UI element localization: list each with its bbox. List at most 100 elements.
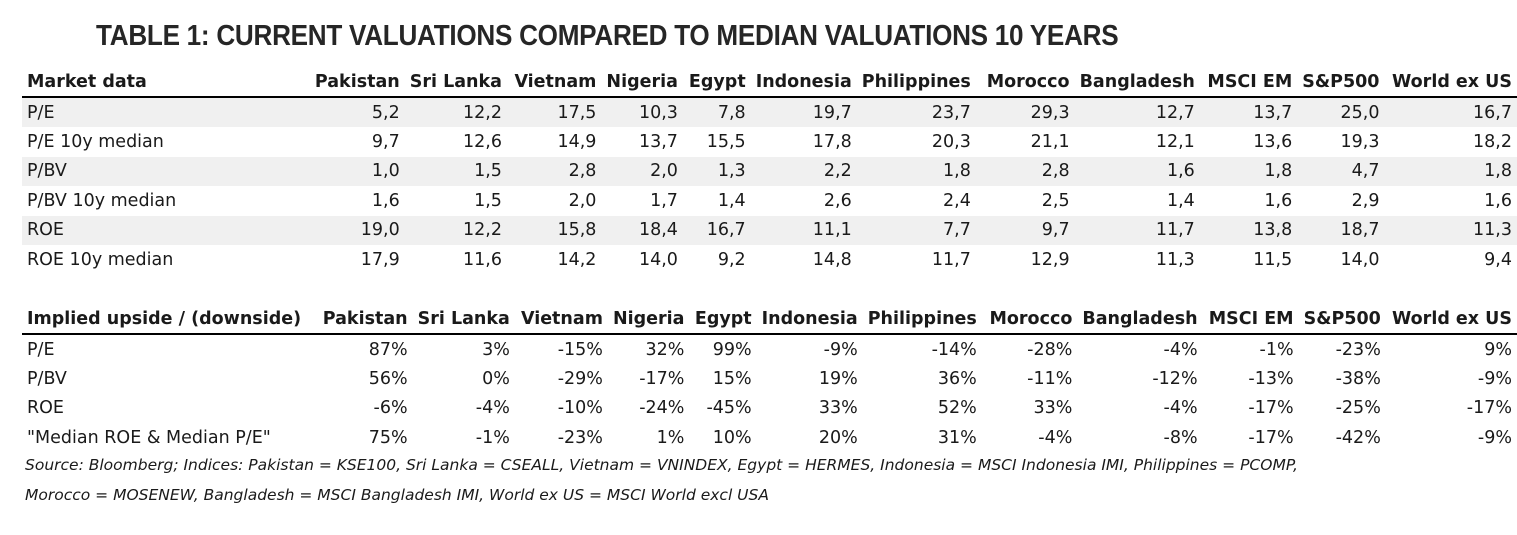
table-cell: -42% [1335,427,1381,448]
table-cell: 32% [645,339,685,360]
table-cell: 23,7 [856,97,976,128]
table-cell: 2,6 [823,190,852,211]
table-cell: 1,6 [1264,190,1293,211]
table-cell: 2,8 [506,156,602,187]
row-label: P/BV [22,156,291,187]
table-cell: 1,3 [682,156,751,187]
table-cell: 5,2 [290,97,405,128]
table-cell: -4% [1163,339,1198,360]
table-row: P/E 5,2 12,2 17,5 10,3 7,8 19,7 23,7 29,3 12,7 13,… [22,97,1517,128]
table-cell: 7,7 [856,215,976,245]
table-cell: 11,1 [750,215,857,245]
column-header: Bangladesh [1077,305,1203,335]
column-header: MSCI EM [1202,305,1299,335]
table-cell: 31% [937,427,977,448]
table-cell: 20% [818,427,858,448]
table-cell: 9,4 [1484,249,1512,270]
table-row: ROE -6% -4% -10% -24% -45% 33% 52% 33% -4% -17% -25… [22,394,1517,423]
column-header: World ex US [1385,305,1517,335]
row-label: P/E 10y median [27,132,164,153]
implied-upside-table: Implied upside / (downside) Pakistan Sri… [22,305,1517,453]
table-cell: 16,7 [682,215,751,245]
table-cell: 9,7 [975,215,1075,245]
table-row: ROE 19,0 12,2 15,8 18,4 16,7 11,1 7,7 9,7 11,7 13,… [22,215,1517,245]
table-cell: 2,2 [750,156,857,187]
table-cell: 14,2 [557,249,597,270]
table-cell: -38% [1335,369,1381,390]
column-header: Philippines [856,68,976,98]
table-cell: 17,9 [360,249,400,270]
row-label: ROE [22,215,291,245]
table-cell: 1,8 [1384,156,1517,187]
table-cell: 99% [712,339,752,360]
table-cell: -4% [1038,427,1073,448]
table-cell: 12,6 [462,132,502,153]
table-cell: 10% [712,427,752,448]
table-cell: 9,2 [717,249,746,270]
table-cell: 9% [1484,339,1512,360]
table-cell: 0% [482,369,510,390]
table-cell: 18,7 [1297,215,1385,245]
table-cell: 56% [368,369,408,390]
table-cell: 7,8 [682,97,751,128]
column-header: Egypt [689,305,757,335]
table-cell: 2,5 [1041,190,1070,211]
table-cell: 15,8 [506,215,602,245]
table-cell: 1% [656,427,685,448]
column-header: S&P500 [1297,68,1385,98]
column-header: Pakistan [290,68,405,98]
table-cell: -10% [557,398,603,419]
table-cell: -9% [1477,369,1512,390]
table-cell: 19% [818,369,858,390]
table-cell: 1,4 [717,190,746,211]
column-header: Morocco [981,305,1078,335]
table-cell: 14,9 [557,132,597,153]
table-cell: 15% [712,369,752,390]
table-cell: 13,6 [1253,132,1293,153]
table-cell: 12,1 [1155,132,1195,153]
table-cell: -11% [1027,369,1073,390]
table-cell: 2,9 [1351,190,1380,211]
table-cell: 33% [818,398,858,419]
table-cell: 9,7 [371,132,400,153]
column-header: Pakistan [309,305,413,335]
row-label: P/E [27,339,55,360]
table-cell: 11,7 [931,249,971,270]
table-cell: -13% [1248,369,1294,390]
table-cell: 1,7 [650,190,678,211]
table-cell: 1,6 [1074,156,1200,187]
table-cell: 20,3 [931,132,971,153]
table-cell: 12,2 [404,215,507,245]
table-cell: -14% [931,339,977,360]
table-cell: 1,5 [474,190,502,211]
table-cell: 1,8 [1199,156,1298,187]
table-cell: 2,8 [975,156,1075,187]
table-cell: -1% [475,427,510,448]
table-cell: -17% [1466,398,1512,419]
table-cell: 13,7 [1199,97,1298,128]
column-header: Indonesia [756,305,863,335]
table-cell: 10,3 [601,97,683,128]
market-data-header-row: Market data Pakistan Sri Lanka Vietnam N… [22,68,1517,98]
table-cell: 14,8 [812,249,852,270]
column-header: Nigeria [601,68,683,98]
table-cell: 36% [937,369,977,390]
column-header: Vietnam [506,68,602,98]
table-cell: -4% [1163,398,1198,419]
table-cell: 33% [1033,398,1073,419]
table-cell: -24% [639,398,685,419]
table-cell: 11,7 [1074,215,1200,245]
table-cell: 11,3 [1155,249,1195,270]
column-header: Egypt [682,68,751,98]
table-row: P/E 87% 3% -15% 32% 99% -9% -14% -28% -4% -1% -23% 9… [22,334,1517,364]
column-header: Bangladesh [1074,68,1200,98]
table-cell: 1,0 [290,156,405,187]
table-cell: -17% [639,369,685,390]
column-header: Vietnam [514,305,608,335]
source-note-line-1: Source: Bloomberg; Indices: Pakistan = K… [25,456,1298,474]
table-cell: -23% [557,427,603,448]
table-row: P/BV 1,0 1,5 2,8 2,0 1,3 2,2 1,8 2,8 1,6 1,8 4,7 1,8 [22,156,1517,187]
table-cell: 75% [368,427,408,448]
table-cell: 15,5 [706,132,746,153]
table-cell: 18,4 [601,215,683,245]
